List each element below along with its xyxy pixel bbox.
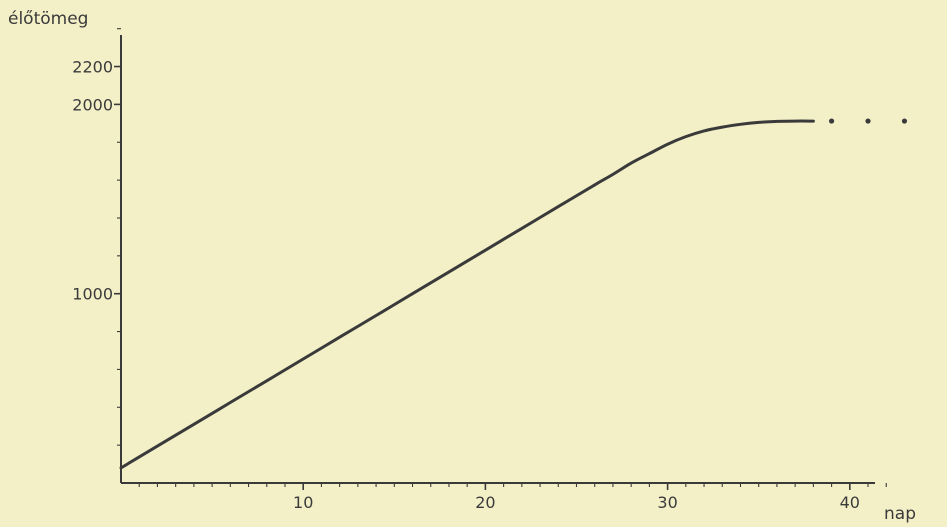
y-tick-label: 2000 xyxy=(72,95,113,114)
x-tick-label: 10 xyxy=(293,493,313,512)
x-tick-label: 20 xyxy=(475,493,495,512)
x-tick-labels: 10 20 30 40 xyxy=(293,493,860,512)
continuation-dots xyxy=(828,118,908,124)
continuation-dot xyxy=(865,118,871,124)
y-ticks xyxy=(114,28,121,446)
axes xyxy=(120,35,875,484)
x-tick-label: 40 xyxy=(840,493,860,512)
x-tick-label: 30 xyxy=(657,493,677,512)
continuation-dot xyxy=(901,118,908,124)
y-tick-label: 1000 xyxy=(72,285,113,304)
y-tick-label: 2200 xyxy=(72,58,113,77)
y-tick-labels: 1000 2000 2200 xyxy=(72,58,113,304)
x-axis-title: nap xyxy=(884,504,916,524)
x-ticks xyxy=(138,483,887,490)
continuation-dot xyxy=(828,118,835,124)
y-axis-title: élőtömeg xyxy=(8,9,88,29)
series-line xyxy=(119,119,815,470)
